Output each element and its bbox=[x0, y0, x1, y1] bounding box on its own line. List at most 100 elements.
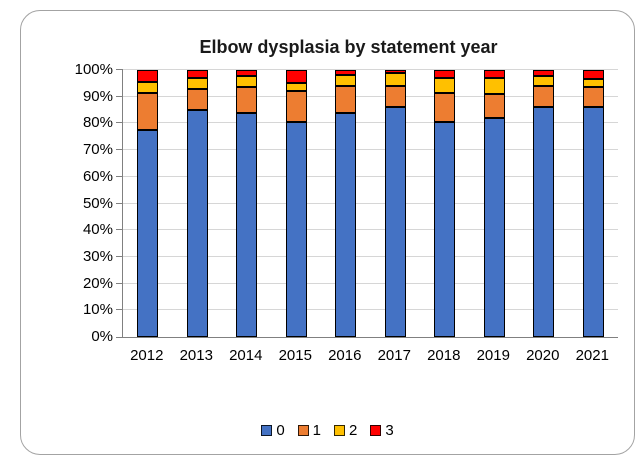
bar-segment-series-2 bbox=[186, 78, 208, 89]
y-axis-tick-label: 40% bbox=[82, 221, 113, 239]
x-axis-label: 2015 bbox=[278, 347, 312, 364]
y-axis-tick bbox=[116, 175, 123, 177]
bar-segment-series-3 bbox=[236, 70, 258, 76]
bar-segment-series-3 bbox=[483, 70, 505, 79]
legend-label: 0 bbox=[276, 422, 285, 439]
bar-segment-series-3 bbox=[186, 70, 208, 79]
bar-2019 bbox=[483, 70, 505, 337]
bar-segment-series-3 bbox=[285, 70, 307, 83]
y-axis-tick bbox=[116, 95, 123, 97]
x-axis-label: 2012 bbox=[130, 347, 164, 364]
bar-segment-series-2 bbox=[434, 78, 456, 93]
bar-segment-series-1 bbox=[285, 91, 307, 123]
bar-segment-series-2 bbox=[384, 72, 406, 86]
gridline bbox=[123, 255, 618, 257]
y-axis-tick bbox=[116, 202, 123, 204]
gridline bbox=[123, 149, 618, 151]
x-axis-label: 2013 bbox=[179, 347, 213, 364]
legend-label: 3 bbox=[385, 422, 394, 439]
bar-2020 bbox=[533, 70, 555, 337]
y-axis-tick bbox=[116, 229, 123, 231]
legend-swatch-icon bbox=[261, 425, 273, 436]
bar-2017 bbox=[384, 70, 406, 337]
legend-swatch-icon bbox=[370, 425, 382, 436]
bar-segment-series-3 bbox=[434, 70, 456, 79]
gridline bbox=[123, 122, 618, 124]
bar-segment-series-2 bbox=[483, 78, 505, 94]
y-axis-tick bbox=[116, 309, 123, 311]
legend-swatch-icon bbox=[334, 425, 345, 436]
gridline bbox=[123, 229, 618, 231]
y-axis-tick-label: 100% bbox=[74, 61, 113, 78]
x-axis-label: 2016 bbox=[328, 347, 362, 364]
legend-item-3: 3 bbox=[370, 422, 394, 439]
bar-segment-series-3 bbox=[384, 70, 406, 73]
bar-segment-series-0 bbox=[533, 106, 555, 337]
bar-segment-series-0 bbox=[582, 107, 604, 337]
x-axis-label: 2014 bbox=[229, 347, 263, 364]
legend-swatch-icon bbox=[297, 425, 309, 436]
gridline bbox=[123, 282, 618, 284]
gridline bbox=[123, 309, 618, 311]
legend: 0 1 2 3 bbox=[20, 423, 635, 438]
bar-segment-series-0 bbox=[335, 112, 357, 337]
bar-segment-series-1 bbox=[533, 86, 555, 107]
bar-segment-series-2 bbox=[285, 82, 307, 92]
bar-segment-series-0 bbox=[483, 118, 505, 337]
legend-item-2: 2 bbox=[334, 423, 357, 438]
gridline bbox=[123, 202, 618, 204]
bar-2015 bbox=[285, 70, 307, 337]
bar-segment-series-1 bbox=[335, 86, 357, 113]
gridline bbox=[123, 69, 618, 70]
bar-2016 bbox=[335, 70, 357, 337]
bar-segment-series-0 bbox=[384, 107, 406, 337]
y-axis-tick bbox=[116, 255, 123, 257]
bar-segment-series-1 bbox=[236, 87, 258, 113]
x-axis-label: 2021 bbox=[575, 347, 609, 364]
bar-segment-series-0 bbox=[137, 130, 159, 337]
y-axis-tick-label: 20% bbox=[82, 274, 113, 292]
plot-area: 0% 10% 20% 30% 40% 50% 60% 70% 80% 90% 100% bbox=[75, 62, 618, 345]
y-axis-tick bbox=[116, 149, 123, 151]
y-axis-tick bbox=[116, 122, 123, 124]
y-axis-tick bbox=[116, 282, 123, 284]
gridline bbox=[123, 175, 618, 177]
bar-2012 bbox=[137, 70, 159, 337]
y-axis-tick-label: 70% bbox=[82, 141, 113, 159]
x-axis-label: 2019 bbox=[476, 347, 510, 364]
legend-item-0: 0 bbox=[261, 422, 285, 439]
bar-segment-series-1 bbox=[434, 92, 456, 123]
bar-segment-series-0 bbox=[285, 122, 307, 337]
bar-segment-series-2 bbox=[582, 79, 604, 88]
x-axis-labels: 2012 2013 2014 2015 2016 2017 2018 2019 2020 2021 bbox=[122, 347, 617, 364]
bar-segment-series-3 bbox=[582, 70, 604, 80]
bar-segment-series-2 bbox=[533, 75, 555, 87]
gridline bbox=[123, 95, 618, 97]
bar-segment-series-1 bbox=[483, 93, 505, 119]
legend-label: 1 bbox=[312, 422, 321, 439]
bar-segment-series-0 bbox=[236, 112, 258, 337]
bar-segment-series-2 bbox=[335, 75, 357, 87]
y-axis-tick-label: 10% bbox=[82, 301, 113, 319]
bar-segment-series-3 bbox=[533, 70, 555, 76]
y-axis-tick-label: 80% bbox=[82, 114, 113, 132]
y-axis-tick-label: 0% bbox=[91, 328, 113, 345]
bar-segment-series-3 bbox=[137, 70, 159, 83]
y-axis-tick bbox=[116, 337, 123, 338]
bar-segment-series-2 bbox=[236, 75, 258, 88]
legend-item-1: 1 bbox=[297, 422, 321, 439]
bar-2018 bbox=[434, 70, 456, 337]
legend-label: 2 bbox=[349, 422, 358, 439]
x-axis-label: 2018 bbox=[427, 347, 461, 364]
chart-title: Elbow dysplasia by statement year bbox=[199, 37, 498, 57]
y-axis-tick-label: 60% bbox=[82, 167, 113, 185]
bar-segment-series-0 bbox=[434, 122, 456, 337]
bar-2014 bbox=[236, 70, 258, 337]
y-axis-tick-label: 30% bbox=[82, 247, 113, 265]
bar-segment-series-0 bbox=[186, 110, 208, 337]
bar-segment-series-1 bbox=[384, 85, 406, 108]
x-axis-label: 2020 bbox=[526, 347, 560, 364]
y-axis-tick-label: 50% bbox=[82, 194, 113, 212]
bar-segment-series-1 bbox=[137, 92, 159, 131]
y-axis-tick-label: 90% bbox=[82, 87, 113, 105]
